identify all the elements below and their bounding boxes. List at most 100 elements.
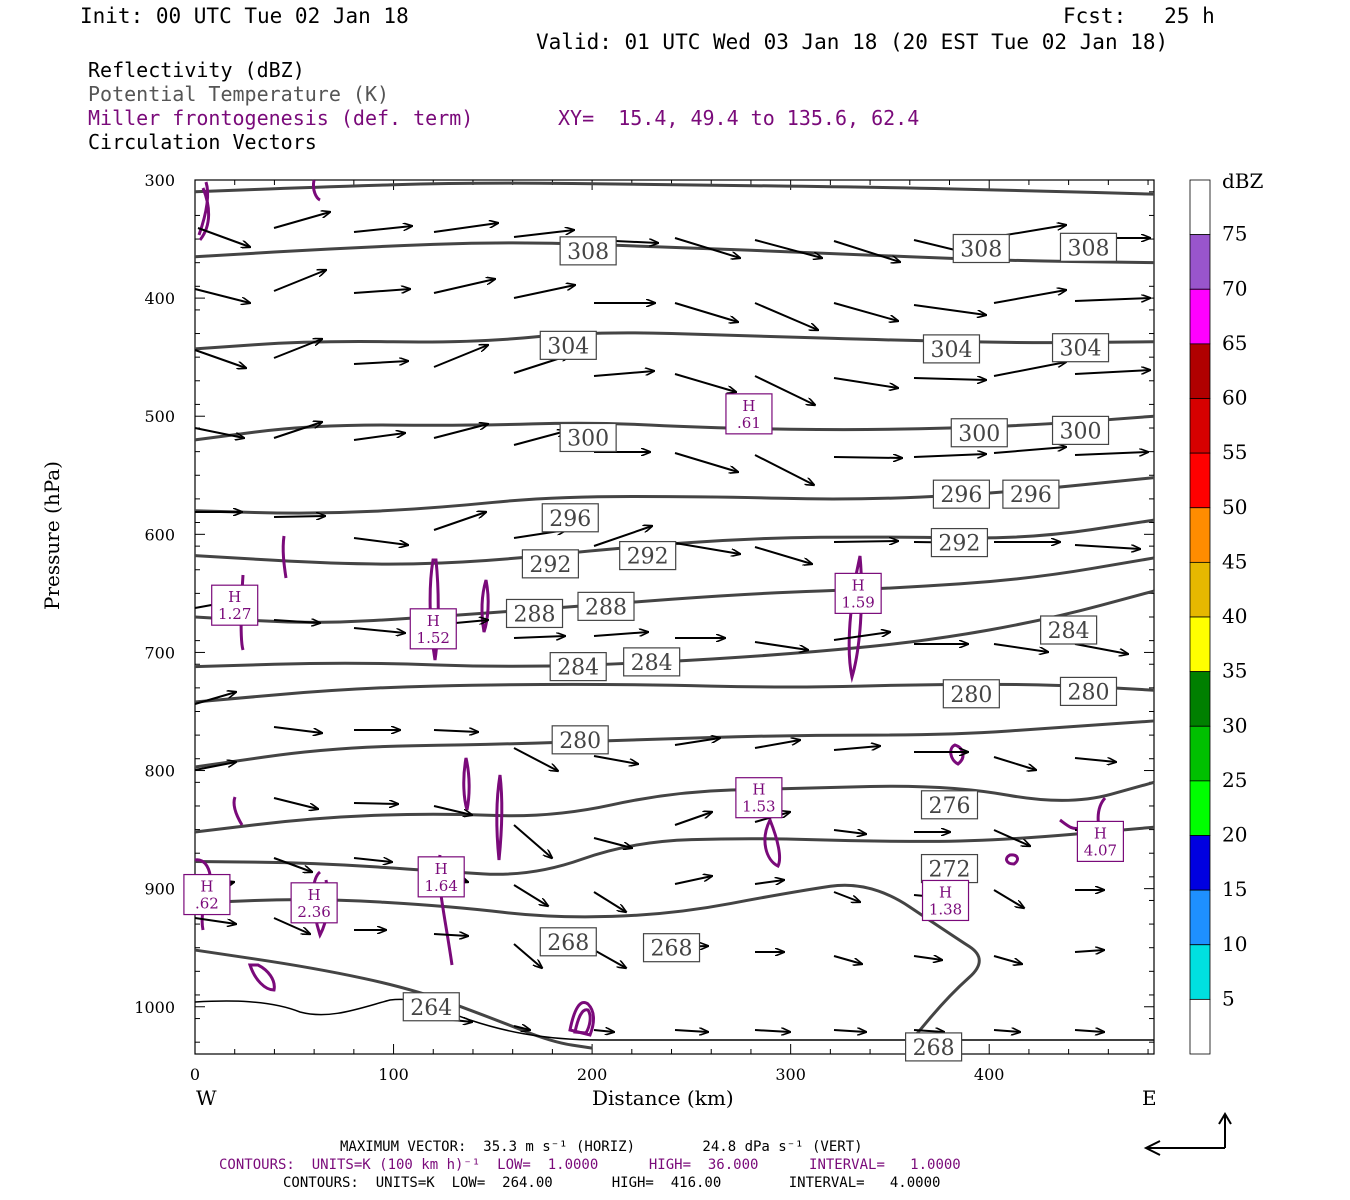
frontogenesis-max-letter: H <box>742 397 755 415</box>
theta-label-text: 284 <box>557 656 599 681</box>
theta-label: 292 <box>930 527 989 558</box>
circulation-vector <box>1074 544 1140 549</box>
colorbar-title: dBZ <box>1222 169 1264 193</box>
theta-contour-296 <box>194 476 1155 515</box>
circulation-vector <box>913 378 986 380</box>
circulation-vector <box>353 361 408 364</box>
forecast-hour: Fcst: 25 h <box>1063 4 1215 28</box>
circulation-vector <box>353 627 405 633</box>
y-tick-label: 500 <box>144 407 175 426</box>
circulation-vector <box>674 373 736 392</box>
circulation-vector <box>513 1026 530 1030</box>
frontogenesis-contour <box>312 179 321 202</box>
circulation-vector <box>433 223 498 233</box>
circulation-vector <box>754 375 815 405</box>
frontogenesis-contour <box>281 535 288 579</box>
theta-label: 288 <box>505 598 564 629</box>
frontogenesis-max-box <box>1076 820 1124 863</box>
colorbar-swatch <box>1189 343 1211 399</box>
theta-contour-280 <box>194 719 1155 769</box>
colorbar-swatch <box>1189 179 1211 236</box>
circulation-vector <box>194 288 250 303</box>
circulation-vector <box>513 884 548 906</box>
circulation-vector <box>993 290 1066 304</box>
colorbar-swatch <box>1189 725 1211 782</box>
legend-reflectivity: Reflectivity (dBZ) <box>88 58 305 82</box>
circulation-vector <box>513 747 558 771</box>
y-tick-label: 400 <box>144 289 175 308</box>
frontogenesis-max: H.61 <box>725 393 773 435</box>
circulation-vector <box>273 270 326 292</box>
frontogenesis-max-value: 1.38 <box>929 900 962 918</box>
theta-label-box <box>539 927 597 957</box>
circulation-vector <box>433 730 478 732</box>
circulation-vector <box>194 917 236 924</box>
colorbar-level-label: 5 <box>1222 986 1235 1010</box>
theta-label: 292 <box>521 549 580 579</box>
colorbar-swatch <box>1189 616 1211 673</box>
plot-axes: 300 400 500 600 700 800 900 1000 0 100 200 300 400 <box>134 171 1155 1084</box>
colorbar-level-label: 30 <box>1222 713 1247 737</box>
y-axis-label: Pressure (hPa) <box>40 461 64 610</box>
frontogenesis-contour <box>247 963 276 992</box>
theta-label: 300 <box>559 422 617 453</box>
theta-label-text: 304 <box>547 334 589 359</box>
frontogenesis-max-letter: H <box>308 886 321 904</box>
circulation-vector <box>433 279 495 294</box>
circulation-vector <box>593 632 648 637</box>
circulation-vector <box>833 240 900 262</box>
theta-label-box <box>932 479 991 509</box>
x-axis-west-label: W <box>196 1086 217 1110</box>
circulation-vector <box>513 824 552 858</box>
theta-label-text: 268 <box>547 931 589 956</box>
theta-label-box <box>559 422 617 453</box>
circulation-vector <box>593 1030 614 1032</box>
circulation-vector <box>833 302 898 321</box>
theta-label-box <box>549 652 607 682</box>
frontogenesis-contour <box>495 774 504 861</box>
circulation-vector <box>513 636 565 638</box>
circulation-vector <box>593 949 626 968</box>
x-tick-label: 300 <box>775 1065 806 1084</box>
theta-label-text: 308 <box>567 240 609 265</box>
theta-label-box <box>950 418 1008 448</box>
circulation-vector <box>433 805 472 815</box>
theta-contour-308 <box>194 241 1155 265</box>
y-tick-label: 800 <box>144 762 175 781</box>
footer-theta-contours: CONTOURS: UNITS=K LOW= 264.00 HIGH= 416.… <box>283 1175 941 1191</box>
circulation-vector <box>1074 370 1150 375</box>
theta-label-text: 300 <box>958 422 1000 447</box>
frontogenesis-contour <box>480 579 490 633</box>
frontogenesis-max-letter: H <box>427 612 440 630</box>
colorbar-level-label: 75 <box>1222 222 1247 246</box>
theta-contour-304 <box>194 331 1155 351</box>
circulation-vector <box>273 620 320 623</box>
circulation-vector <box>833 457 902 458</box>
theta-label-text: 268 <box>913 1036 955 1061</box>
theta-label-box <box>942 679 1000 709</box>
frontogenesis-max-letter: H <box>852 576 865 594</box>
circulation-vector <box>674 452 738 472</box>
colorbar-level-label: 15 <box>1222 877 1247 901</box>
theta-label-box <box>551 725 609 755</box>
circulation-vector <box>754 239 822 258</box>
frontogenesis-max-letter: H <box>228 588 241 606</box>
footer-frontogenesis-contours: CONTOURS: UNITS=K (100 km h)⁻¹ LOW= 1.00… <box>219 1157 961 1173</box>
x-tick-label: 0 <box>190 1065 200 1084</box>
theta-label-box <box>402 992 460 1022</box>
circulation-vector <box>513 943 542 968</box>
x-axis-east-label: E <box>1142 1086 1157 1110</box>
theta-label: 264 <box>402 992 460 1022</box>
x-tick-label: 100 <box>378 1065 409 1084</box>
theta-label-box <box>521 549 580 579</box>
theta-label: 280 <box>942 679 1000 709</box>
colorbar-level-label: 10 <box>1222 932 1247 956</box>
circulation-vector <box>513 285 575 299</box>
circulation-vector <box>674 237 740 258</box>
frontogenesis-contour <box>428 558 440 661</box>
theta-label-box <box>541 503 599 533</box>
circulation-vector <box>913 956 942 960</box>
theta-label: 296 <box>932 479 991 509</box>
theta-label-text: 308 <box>960 238 1002 263</box>
colorbar-level-label: 25 <box>1222 768 1247 792</box>
